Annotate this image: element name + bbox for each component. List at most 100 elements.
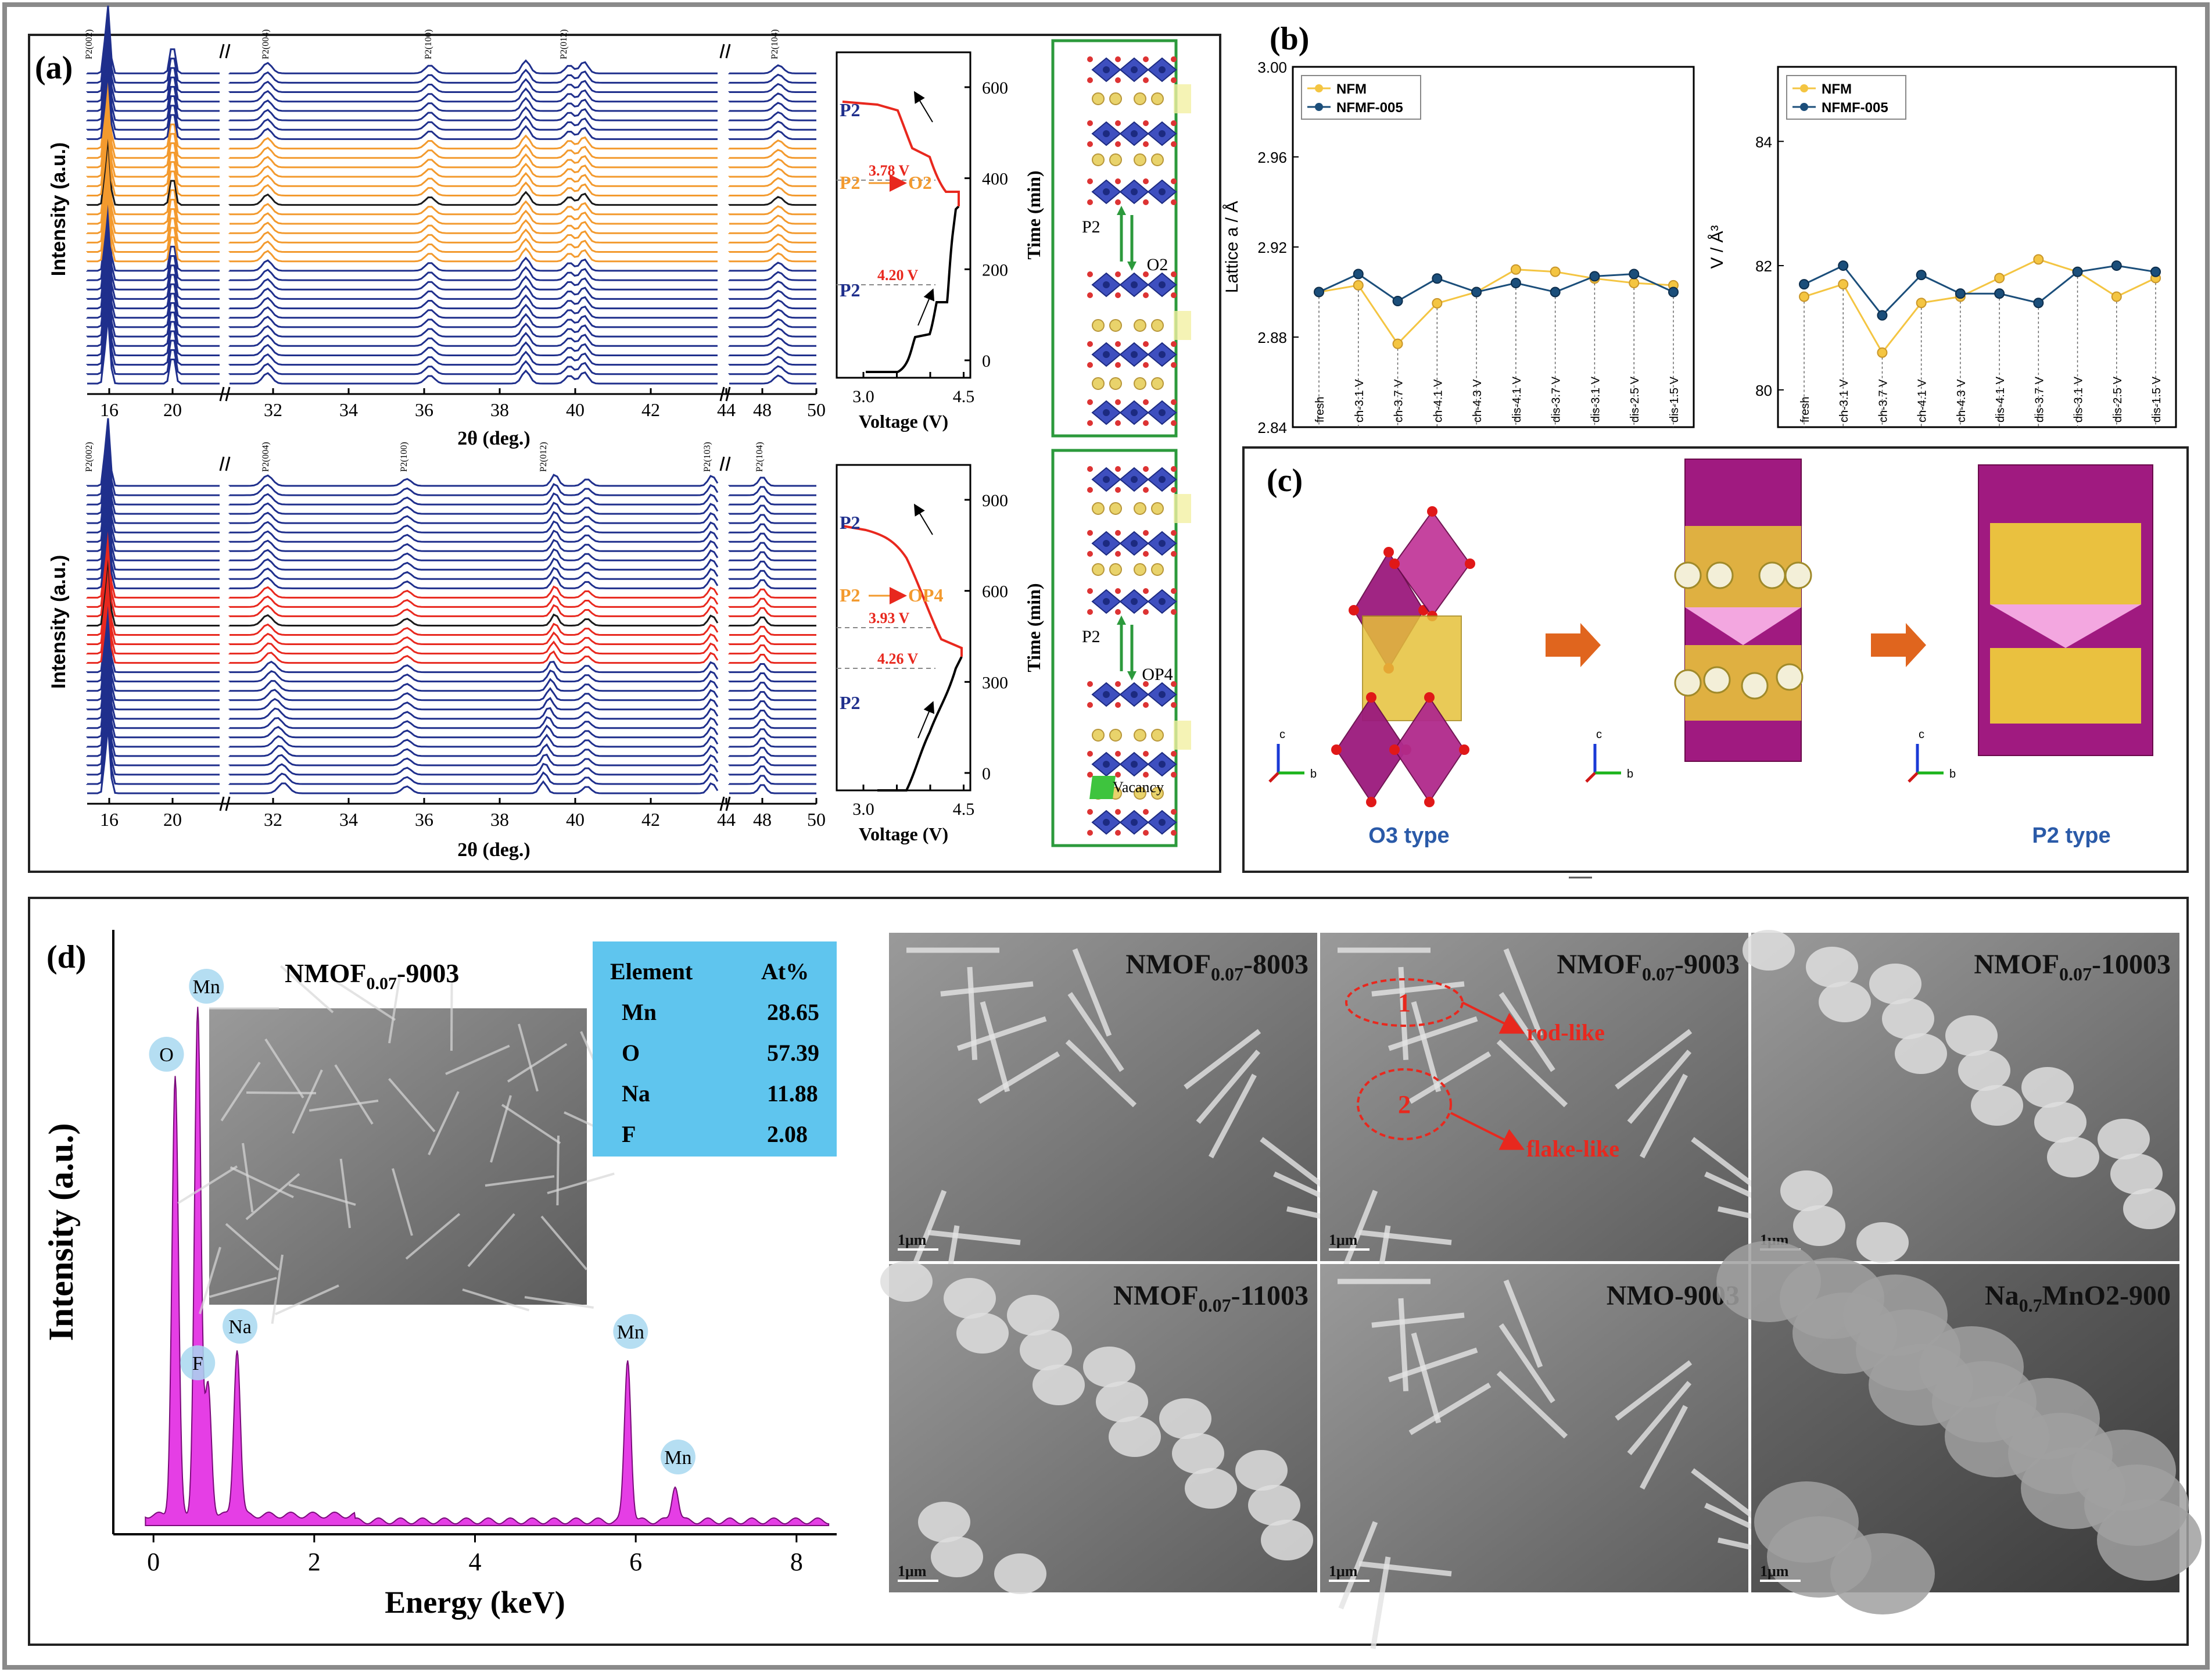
data-point-NFM xyxy=(1432,298,1443,309)
x-tick-label: ch-4.3 V xyxy=(1955,379,1968,423)
oxygen-atom xyxy=(1389,558,1400,569)
transition-metal-atom xyxy=(1131,691,1138,698)
sem-title-sub: 0.7 xyxy=(2019,1295,2042,1316)
oxygen-atom xyxy=(1171,199,1177,205)
oxygen-atom xyxy=(1171,466,1177,472)
transition-metal-atom xyxy=(1159,351,1166,358)
xrd-trace xyxy=(728,765,816,776)
structure-label-p2: P2 xyxy=(1082,217,1100,237)
panel-d: 0 2 4 6 8 Energy (keV) Intensity (a.u.) O Mn F Na M… xyxy=(42,930,2202,1649)
sodium-atom xyxy=(1134,319,1146,332)
xrd-tick-label: 48 xyxy=(753,399,772,420)
sem-particle xyxy=(1096,1381,1148,1422)
data-point-NFM xyxy=(1510,264,1521,275)
annotation-rod-like: rod-like xyxy=(1526,1019,1605,1046)
xrd-tick-label: 42 xyxy=(641,809,660,830)
sem-rod xyxy=(1615,1360,1693,1421)
data-point-NFMF-005 xyxy=(1432,273,1443,284)
transition-metal-atom xyxy=(1159,819,1166,826)
oxygen-atom xyxy=(1143,830,1149,836)
xrd-trace xyxy=(228,360,718,375)
oxygen-atom xyxy=(1143,466,1149,472)
xrd-tick-label: 48 xyxy=(753,809,772,830)
xrd-trace xyxy=(728,336,816,347)
volt-tick-label: 4.5 xyxy=(953,800,975,819)
xrd-trace xyxy=(228,285,718,300)
time-tick-label: 300 xyxy=(982,673,1008,692)
sem-rod xyxy=(1408,1383,1492,1435)
oxygen-atom xyxy=(1143,551,1149,557)
data-point-NFMF-005 xyxy=(1314,287,1324,298)
eds-xlabel: Energy (keV) xyxy=(385,1585,565,1620)
sem-rod xyxy=(1408,1051,1492,1104)
xrd-trace xyxy=(86,174,220,244)
xrd-trace xyxy=(228,256,718,272)
xrd-trace xyxy=(86,250,220,319)
sem-rod xyxy=(1496,1039,1568,1108)
xrd-tick-label: 50 xyxy=(807,809,826,830)
oxygen-atom xyxy=(1171,362,1177,368)
sodium-atom xyxy=(1092,153,1105,166)
data-point-NFM xyxy=(1994,273,2005,284)
sodium-atom xyxy=(1109,729,1122,742)
sem-rod xyxy=(177,1165,238,1205)
xrd-trace xyxy=(86,436,220,506)
data-point-NFMF-005 xyxy=(2150,266,2161,277)
xrd-trace xyxy=(86,212,220,281)
xrd-trace xyxy=(228,613,719,627)
xrd-trace xyxy=(228,539,719,552)
panel-b: 2.84 2.88 2.92 2.96 3.00 Lattice a / Å fresh ch… xyxy=(1222,59,2177,436)
xrd-tick-label: 34 xyxy=(339,809,358,830)
transition-metal-atom xyxy=(1131,761,1138,768)
sem-rod xyxy=(1503,948,1543,1037)
xrd-trace xyxy=(728,570,816,580)
sem-rod xyxy=(392,1168,413,1236)
phase-label-p2: P2 xyxy=(840,692,861,713)
oxygen-atom xyxy=(1143,399,1149,405)
xrd-trace xyxy=(86,586,220,655)
sem-particle xyxy=(1172,1433,1224,1474)
sem-rod xyxy=(264,1038,304,1099)
xrd-trace xyxy=(86,474,220,543)
x-tick-label: fresh xyxy=(1314,397,1327,423)
voltage-charge-curve xyxy=(877,656,963,792)
eds-peak-label: Na xyxy=(228,1316,252,1338)
data-point-NFM xyxy=(2111,291,2122,302)
voltage-annotation: 3.93 V xyxy=(869,610,910,626)
xrd-trace xyxy=(228,576,719,589)
oxygen-atom xyxy=(1171,341,1177,347)
table-cell-value: 11.88 xyxy=(767,1080,818,1107)
eds-peak-label: Mn xyxy=(617,1322,644,1343)
sem-particle xyxy=(1793,1205,1845,1246)
oxygen-atom xyxy=(1171,178,1177,184)
time-tick-label: 600 xyxy=(982,78,1008,98)
xrd-tick-label: 36 xyxy=(415,399,433,420)
x-tick-label: dis-4.1 V xyxy=(1994,376,2007,423)
xrd-trace xyxy=(228,520,719,534)
sem-rod xyxy=(245,1173,300,1220)
sem-particle xyxy=(1083,1347,1135,1387)
table-cell-element: Mn xyxy=(622,999,657,1025)
sem-rod xyxy=(1496,1370,1568,1439)
sem-rod xyxy=(274,1284,339,1316)
xrd-trace xyxy=(86,446,220,515)
axis-break-mark xyxy=(225,796,231,811)
xrd-trace xyxy=(728,139,816,150)
xrd-trace xyxy=(728,477,816,487)
transition-metal-atom xyxy=(1103,130,1110,137)
x-tick-label: dis-1.5 V xyxy=(1668,376,1681,423)
data-point-NFMF-005 xyxy=(1877,310,1888,321)
sem-particle xyxy=(2021,1067,2074,1108)
sem-rod xyxy=(199,1247,221,1315)
data-point-NFMF-005 xyxy=(2072,266,2083,277)
xrd-trace xyxy=(86,203,220,272)
xrd-trace xyxy=(86,707,220,776)
xrd-trace xyxy=(86,614,220,683)
sodium-atom xyxy=(1151,502,1164,515)
xrd-trace xyxy=(228,595,719,608)
peak-label: P2(100) xyxy=(424,29,433,59)
xrd-trace xyxy=(86,109,220,178)
prism-highlight xyxy=(1174,494,1191,523)
x-tick-label: dis-3.7 V xyxy=(2033,376,2046,423)
sem-particle xyxy=(1819,982,1871,1022)
